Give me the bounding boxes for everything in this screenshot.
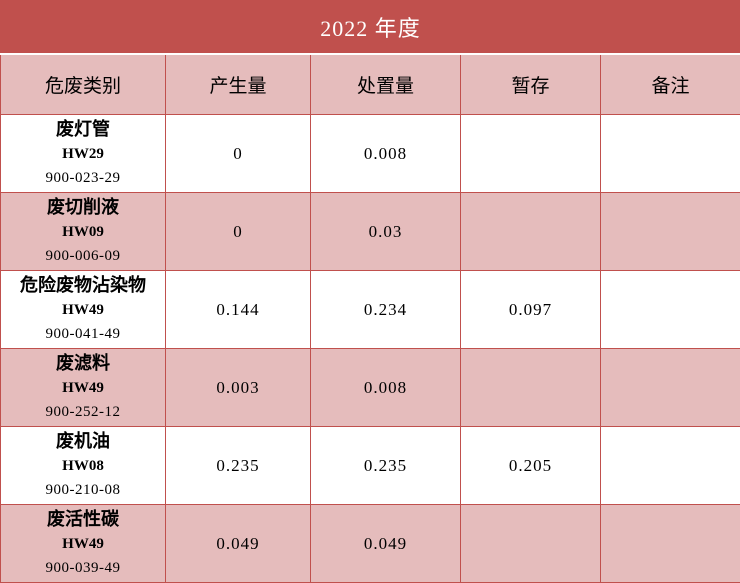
table-title-row: 2022 年度 xyxy=(1,1,740,55)
waste-catalog-number: 900-023-29 xyxy=(1,166,165,192)
column-header-remark: 备注 xyxy=(601,54,740,115)
waste-name: 废活性碳 xyxy=(1,506,165,532)
cell-disposed-amount: 0.234 xyxy=(311,271,461,349)
column-header-disposed: 处置量 xyxy=(311,54,461,115)
cell-stored-amount xyxy=(461,505,601,583)
cell-disposed-amount: 0.03 xyxy=(311,193,461,271)
waste-code: HW29 xyxy=(1,142,165,166)
waste-catalog-number: 900-252-12 xyxy=(1,400,165,426)
column-header-generated: 产生量 xyxy=(166,54,311,115)
cell-generated-amount: 0 xyxy=(166,115,311,193)
cell-disposed-amount: 0.235 xyxy=(311,427,461,505)
waste-name: 废切削液 xyxy=(1,194,165,220)
cell-generated-amount: 0.235 xyxy=(166,427,311,505)
cell-stored-amount: 0.205 xyxy=(461,427,601,505)
cell-generated-amount: 0.144 xyxy=(166,271,311,349)
waste-code: HW49 xyxy=(1,532,165,556)
cell-remark xyxy=(601,193,740,271)
cell-stored-amount xyxy=(461,349,601,427)
cell-disposed-amount: 0.049 xyxy=(311,505,461,583)
cell-generated-amount: 0.049 xyxy=(166,505,311,583)
cell-stored-amount xyxy=(461,115,601,193)
table-title: 2022 年度 xyxy=(1,1,740,55)
cell-remark xyxy=(601,349,740,427)
column-header-stored: 暂存 xyxy=(461,54,601,115)
cell-generated-amount: 0 xyxy=(166,193,311,271)
waste-name: 废机油 xyxy=(1,428,165,454)
column-header-category: 危废类别 xyxy=(1,54,166,115)
cell-stored-amount xyxy=(461,193,601,271)
waste-code: HW08 xyxy=(1,454,165,478)
waste-code: HW49 xyxy=(1,376,165,400)
cell-remark xyxy=(601,115,740,193)
cell-remark xyxy=(601,427,740,505)
table-head: 2022 年度 危废类别 产生量 处置量 暂存 备注 xyxy=(1,1,740,115)
waste-catalog-number: 900-006-09 xyxy=(1,244,165,270)
waste-code: HW49 xyxy=(1,298,165,322)
cell-stored-amount: 0.097 xyxy=(461,271,601,349)
waste-catalog-number: 900-041-49 xyxy=(1,322,165,348)
cell-remark xyxy=(601,271,740,349)
waste-catalog-number: 900-039-49 xyxy=(1,556,165,582)
waste-name: 危险废物沾染物 xyxy=(1,272,165,298)
waste-catalog-number: 900-210-08 xyxy=(1,478,165,504)
cell-generated-amount: 0.003 xyxy=(166,349,311,427)
waste-code: HW09 xyxy=(1,220,165,244)
table-header-row: 危废类别 产生量 处置量 暂存 备注 xyxy=(1,54,740,115)
waste-name: 废灯管 xyxy=(1,116,165,142)
cell-remark xyxy=(601,505,740,583)
waste-name: 废滤料 xyxy=(1,350,165,376)
cell-disposed-amount: 0.008 xyxy=(311,349,461,427)
cell-disposed-amount: 0.008 xyxy=(311,115,461,193)
